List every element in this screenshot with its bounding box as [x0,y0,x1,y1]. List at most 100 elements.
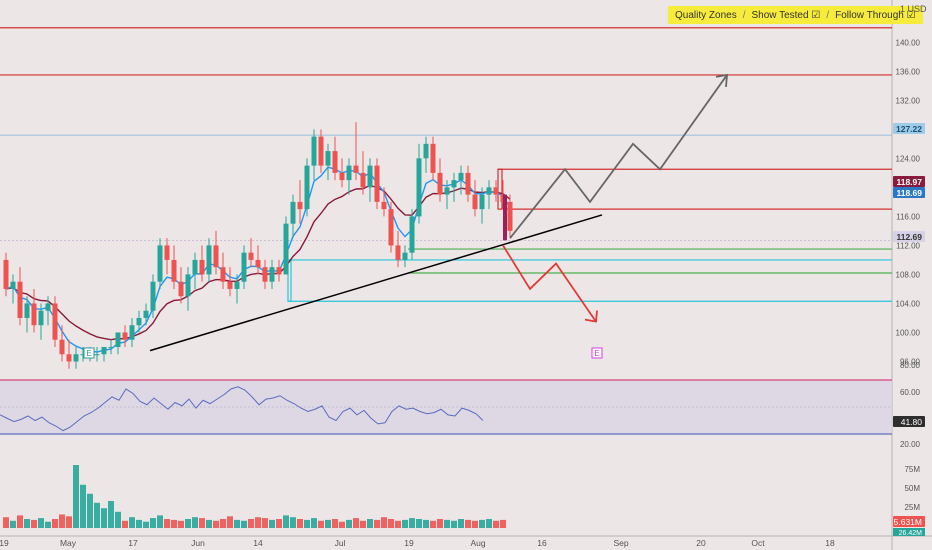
volume-bar [129,517,135,528]
candle-body [122,332,128,340]
candle-body [213,245,219,268]
candle-body [325,151,331,166]
currency-label[interactable]: 1 USD [900,4,927,14]
volume-bar [66,516,72,528]
volume-bar [276,519,282,528]
volume-bar [45,521,51,528]
volume-bar [367,519,373,528]
time-tick-label: Aug [470,538,485,548]
volume-bar [101,508,107,528]
candle-body [227,281,233,289]
candle-body [374,165,380,202]
rsi-tick-label: 20.00 [900,440,921,449]
price-tick-label: 140.00 [896,38,921,47]
candle-body [444,187,450,195]
show-tested-toggle[interactable]: Show Tested ☑ [751,9,821,21]
time-tick-label: Oct [751,538,765,548]
candle-body [304,165,310,210]
price-tick-label: 112.00 [896,241,920,250]
volume-bar [409,518,415,528]
earnings-marker-label: E [86,349,91,358]
candle-body [66,354,72,362]
candle-body [150,281,156,311]
volume-bar [423,519,429,528]
candle-body [283,223,289,275]
volume-bar [297,519,303,528]
candle-body [3,259,9,289]
candle-body [24,303,30,318]
volume-bar [437,519,443,528]
candle-body [472,194,478,210]
volume-bar [493,520,499,528]
volume-bar [269,519,275,528]
volume-bar [416,519,422,528]
time-tick-label: May [60,538,77,548]
volume-bar [108,501,114,528]
candle-body [171,259,177,282]
volume-bar [157,515,163,528]
bullish-arrow-head [715,73,728,87]
time-tick-label: 19 [0,538,9,548]
candle-body [164,245,170,260]
candle-body [241,252,247,282]
price-badge [893,187,925,198]
time-tick-label: 14 [253,538,263,548]
bearish-arrow-head [584,310,598,323]
candle-body [465,172,471,195]
candle-body [234,281,240,289]
candle-body [311,136,317,166]
volume-bar [374,519,380,528]
candle-body [381,201,387,210]
candle-body [52,303,58,340]
volume-tick-label: 25M [904,503,920,512]
candle-body [367,165,373,188]
time-tick-label: 17 [128,538,138,548]
cyan-zone-box [287,259,292,302]
currency-code: USD [907,4,927,14]
candle-body [129,325,135,340]
candle-body [507,201,513,231]
volume-bar [143,521,149,528]
volume-badge [893,516,925,527]
volume-bar [206,519,212,528]
volume-bar [164,519,170,528]
volume-bar [185,519,191,528]
volume-bar [430,520,436,528]
time-tick-label: 16 [537,538,547,548]
volume-tick-label: 75M [904,465,920,474]
candle-body [437,172,443,195]
volume-bar [472,520,478,528]
price-tick-label: 100.00 [896,328,921,337]
volume-bar [388,519,394,528]
candle-body [73,354,79,362]
time-tick-label: 19 [404,538,414,548]
candle-body [493,187,499,195]
candle-body [451,180,457,188]
price-badge-label: 118.69 [896,188,922,198]
volume-bar [255,517,261,528]
candle-body [143,310,149,318]
time-tick-label: Jun [191,538,205,548]
volume-bar [178,520,184,528]
candle-body [430,143,436,173]
candle-body [353,165,359,173]
indicator-legend[interactable]: Quality Zones / Show Tested ☑ / Follow T… [668,6,923,24]
volume-bar [283,515,289,528]
rsi-badge [893,416,925,427]
volume-badge-clipped [893,528,925,536]
rsi-tick-label: 60.00 [900,388,921,397]
volume-bar [80,484,86,528]
candle-body [290,201,296,224]
candle-body [108,346,114,348]
quality-zones-label[interactable]: Quality Zones [675,9,737,21]
volume-bar [444,519,450,528]
price-tick-label: 136.00 [896,67,921,76]
bearish-projection-path [502,244,597,323]
volume-bar [199,518,205,528]
last-candle [503,194,507,241]
volume-bar [332,519,338,528]
volume-bar [94,502,100,528]
follow-through-toggle[interactable]: Follow Through ☑ [835,9,916,21]
earnings-marker-box [591,347,603,359]
